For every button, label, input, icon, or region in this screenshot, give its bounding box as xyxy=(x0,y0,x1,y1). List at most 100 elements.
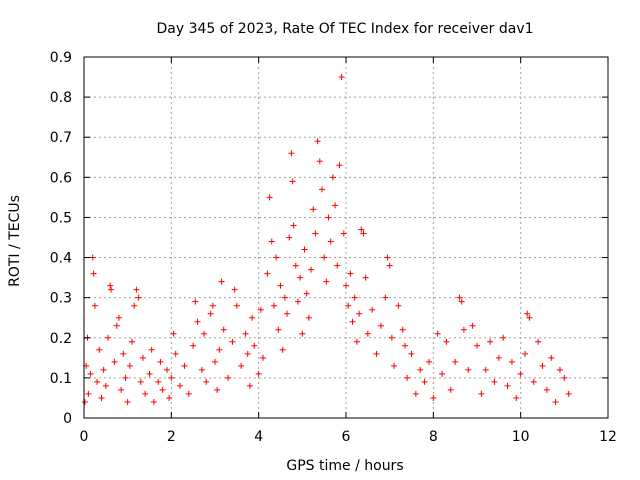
data-point xyxy=(131,302,138,309)
y-tick-label: 0.1 xyxy=(50,371,72,387)
data-point xyxy=(139,354,146,361)
data-point xyxy=(382,294,389,301)
data-point xyxy=(198,366,205,373)
data-point xyxy=(362,274,369,281)
data-point xyxy=(292,262,299,269)
data-point xyxy=(290,222,297,229)
data-point xyxy=(133,286,140,293)
x-tick-label: 12 xyxy=(599,429,617,445)
data-point xyxy=(384,254,391,261)
data-point xyxy=(209,302,216,309)
data-point xyxy=(353,338,360,345)
data-point xyxy=(96,346,103,353)
x-tick-labels: 0 2 4 6 8 10 12 xyxy=(80,429,617,445)
data-point xyxy=(281,294,288,301)
data-point xyxy=(203,378,210,385)
y-tick-label: 0.4 xyxy=(50,251,72,267)
data-point xyxy=(288,150,295,157)
data-point xyxy=(289,178,296,185)
data-point xyxy=(233,302,240,309)
data-point xyxy=(417,366,424,373)
data-point xyxy=(439,370,446,377)
data-point xyxy=(255,370,262,377)
y-axis-label: ROTI / TECUs xyxy=(7,195,23,287)
x-axis-label: GPS time / hours xyxy=(286,458,403,474)
data-point xyxy=(126,362,133,369)
data-point xyxy=(181,362,188,369)
data-point xyxy=(137,378,144,385)
data-point xyxy=(163,366,170,373)
data-point xyxy=(100,366,107,373)
data-point xyxy=(522,350,529,357)
data-point xyxy=(120,350,127,357)
data-point xyxy=(356,310,363,317)
data-point xyxy=(561,374,568,381)
data-point xyxy=(482,366,489,373)
data-point xyxy=(408,350,415,357)
data-point xyxy=(318,186,325,193)
data-point xyxy=(122,374,129,381)
y-tick-label: 0.7 xyxy=(50,130,72,146)
data-point xyxy=(343,282,349,289)
data-point xyxy=(85,390,92,397)
x-tick-label: 8 xyxy=(429,429,438,445)
y-tick-label: 0.8 xyxy=(50,90,72,106)
data-point xyxy=(229,338,236,345)
data-point xyxy=(244,350,251,357)
data-point xyxy=(105,334,112,341)
data-point xyxy=(340,230,347,237)
data-point xyxy=(565,390,572,397)
data-point xyxy=(487,338,494,345)
data-point xyxy=(386,262,393,269)
data-point xyxy=(142,390,149,397)
data-point xyxy=(303,290,310,297)
data-points xyxy=(81,74,572,405)
data-point xyxy=(447,386,454,393)
x-tick-label: 0 xyxy=(80,429,89,445)
data-point xyxy=(148,346,155,353)
data-point xyxy=(310,206,317,213)
data-point xyxy=(329,174,336,181)
data-point xyxy=(517,370,524,377)
data-point xyxy=(430,394,437,401)
grid-lines xyxy=(84,57,608,418)
data-point xyxy=(388,334,395,341)
y-tick-label: 0.3 xyxy=(50,291,72,307)
data-point xyxy=(456,294,463,301)
data-point xyxy=(351,294,358,301)
data-point xyxy=(349,318,356,325)
data-point xyxy=(102,382,109,389)
x-tick-label: 6 xyxy=(342,429,351,445)
data-point xyxy=(150,398,157,405)
data-point xyxy=(543,386,550,393)
chart-title: Day 345 of 2023, Rate Of TEC Index for r… xyxy=(156,21,533,37)
data-point xyxy=(146,370,153,377)
data-point xyxy=(201,330,208,337)
data-point xyxy=(294,298,301,305)
data-point xyxy=(159,386,166,393)
data-point xyxy=(434,330,441,337)
data-point xyxy=(345,302,352,309)
data-point xyxy=(327,238,334,245)
data-point xyxy=(495,354,502,361)
data-point xyxy=(336,162,343,169)
data-point xyxy=(391,362,398,369)
data-point xyxy=(323,278,330,285)
data-point xyxy=(524,310,531,317)
axis-ticks xyxy=(83,56,609,419)
data-point xyxy=(87,370,94,377)
data-point xyxy=(225,374,232,381)
x-tick-label: 2 xyxy=(167,429,176,445)
data-point xyxy=(286,234,293,241)
y-tick-label: 0.9 xyxy=(50,50,72,66)
data-point xyxy=(513,394,520,401)
data-point xyxy=(194,318,201,325)
data-point xyxy=(504,382,511,389)
data-point xyxy=(458,298,465,305)
data-point xyxy=(94,378,101,385)
data-point xyxy=(279,346,286,353)
data-point xyxy=(190,342,197,349)
data-point xyxy=(170,330,177,337)
data-point xyxy=(90,270,97,277)
data-point xyxy=(325,214,332,221)
